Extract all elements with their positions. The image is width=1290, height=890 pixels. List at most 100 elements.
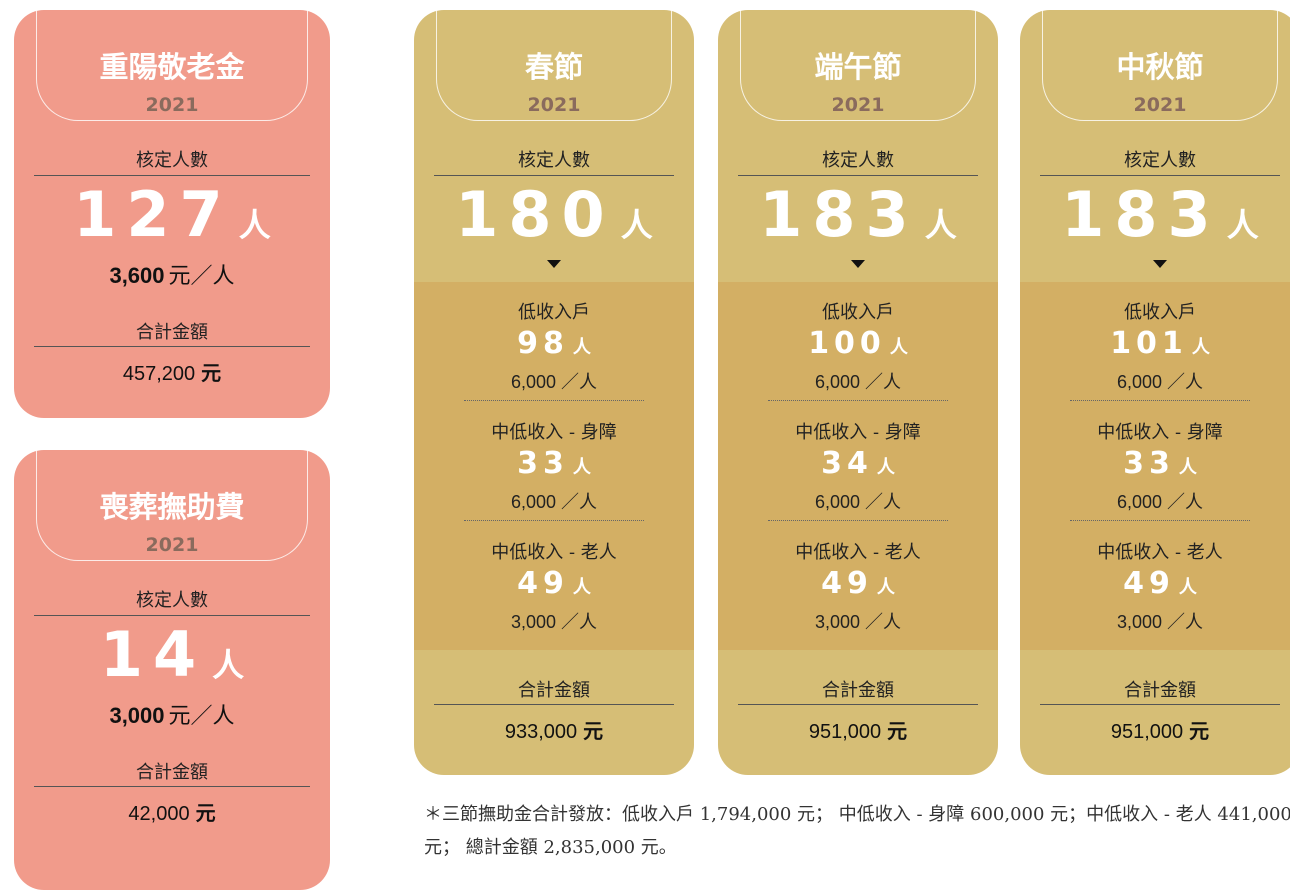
arrow [851, 260, 865, 268]
count-unit: 人 [238, 206, 271, 244]
count-unit: 人 [1226, 206, 1259, 244]
card-title: 重陽敬老金 [99, 50, 245, 84]
group-count-value: 49 [821, 566, 873, 601]
rule [434, 704, 674, 705]
group-rate: 6,000 ／人 [1116, 372, 1204, 392]
count: 183 人 [1020, 184, 1290, 256]
card: 重陽敬老金 2021 核定人數 127 人 3,600 元／人 合計金額 457,200 元 [14, 10, 330, 418]
card: 喪葬撫助費 2021 核定人數 14 人 3,000 元／人 合計金額 42,000 元 [14, 450, 330, 890]
header-frame [740, 10, 976, 121]
total-label: 合計金額 [822, 680, 894, 701]
group-label: 中低收入 - 老人 [491, 542, 617, 563]
card: 春節 2021 核定人數 180 人低收入戶 98 人 6,000 ／人 中低收入 - 身障 33… [414, 10, 694, 775]
group-count: 49 人 [414, 566, 694, 601]
count-label: 核定人數 [822, 150, 894, 171]
group-rate: 6,000 ／人 [1116, 492, 1204, 512]
card: 端午節 2021 核定人數 183 人低收入戶 100 人 6,000 ／人 中低收入 - 身障… [718, 10, 998, 775]
total-unit: 元 [195, 803, 216, 825]
total: 933,000 元 [414, 715, 694, 744]
rule [1040, 175, 1280, 176]
count-label: 核定人數 [136, 590, 208, 611]
total-label: 合計金額 [518, 680, 590, 701]
group-rate: 3,000 ／人 [1116, 612, 1204, 632]
group-rate: 6,000 ／人 [510, 372, 598, 392]
header-frame [1042, 10, 1278, 121]
group-count-unit: 人 [1178, 457, 1197, 478]
total-value: 457,200 [122, 363, 196, 385]
count-label: 核定人數 [136, 150, 208, 171]
total-label: 合計金額 [1124, 680, 1196, 701]
group-band [414, 282, 694, 650]
card-year: 2021 [145, 94, 199, 116]
total-unit: 元 [1189, 721, 1210, 743]
rate-unit: 元／人 [168, 263, 235, 288]
group-count: 34 人 [718, 446, 998, 481]
group-label: 中低收入 - 身障 [491, 422, 617, 443]
group-count-unit: 人 [1178, 577, 1197, 598]
count: 127 人 [14, 184, 330, 256]
group-count-value: 34 [821, 446, 873, 481]
rule [34, 346, 310, 347]
group-count-unit: 人 [572, 577, 591, 598]
group-band [1020, 282, 1290, 650]
group-count: 100 人 [718, 326, 998, 361]
card-title: 端午節 [814, 50, 902, 84]
group-rate: 3,000 ／人 [510, 612, 598, 632]
group-count-value: 98 [517, 326, 569, 361]
arrow [547, 260, 561, 268]
group-label: 低收入戶 [518, 302, 590, 323]
rate-value: 3,600 [109, 263, 165, 288]
card-title: 春節 [524, 50, 583, 84]
count: 180 人 [414, 184, 694, 256]
total-value: 42,000 [128, 803, 190, 825]
total-label: 合計金額 [136, 762, 208, 783]
card: 中秋節 2021 核定人數 183 人低收入戶 101 人 6,000 ／人 中低收入 - 身障… [1020, 10, 1290, 775]
rate-value: 3,000 [109, 703, 165, 728]
count-unit: 人 [924, 206, 957, 244]
group-rate: 6,000 ／人 [814, 492, 902, 512]
group-count-unit: 人 [876, 457, 895, 478]
arrow [1153, 260, 1167, 268]
group-rate: 6,000 ／人 [814, 372, 902, 392]
group-count-unit: 人 [572, 337, 591, 358]
group-label: 低收入戶 [1124, 302, 1196, 323]
rate-unit: 元／人 [168, 703, 235, 728]
card-title: 喪葬撫助費 [99, 490, 245, 524]
card-year: 2021 [527, 94, 581, 116]
group-rate: 3,000 ／人 [814, 612, 902, 632]
header-frame [436, 10, 672, 121]
count-value: 127 [73, 178, 233, 251]
group-count-value: 100 [808, 326, 886, 361]
rule [34, 615, 310, 616]
group-count-value: 101 [1110, 326, 1188, 361]
rate: 3,000 元／人 [14, 698, 330, 730]
group-label: 中低收入 - 老人 [795, 542, 921, 563]
divider [464, 520, 644, 521]
rule [434, 175, 674, 176]
rate: 3,600 元／人 [14, 258, 330, 290]
group-count: 49 人 [718, 566, 998, 601]
card-year: 2021 [145, 534, 199, 556]
group-label: 中低收入 - 身障 [795, 422, 921, 443]
count-unit: 人 [620, 206, 653, 244]
divider [464, 400, 644, 401]
count: 183 人 [718, 184, 998, 256]
group-count-unit: 人 [889, 337, 908, 358]
rule [34, 175, 310, 176]
header-frame [36, 10, 308, 121]
total-unit: 元 [887, 721, 908, 743]
card-year: 2021 [1133, 94, 1187, 116]
group-label: 中低收入 - 老人 [1097, 542, 1223, 563]
rule [34, 786, 310, 787]
count-value: 180 [455, 178, 615, 251]
group-count-value: 33 [1123, 446, 1175, 481]
page: ＊三節撫助金合計發放：低收入戶 1,794,000 元； 中低收入 - 身障 6… [14, 10, 1290, 890]
total-value: 933,000 [504, 721, 578, 743]
group-label: 低收入戶 [822, 302, 894, 323]
group-count: 33 人 [1020, 446, 1290, 481]
total-label: 合計金額 [136, 322, 208, 343]
rule [738, 175, 978, 176]
group-label: 中低收入 - 身障 [1097, 422, 1223, 443]
group-count-value: 33 [517, 446, 569, 481]
group-count: 49 人 [1020, 566, 1290, 601]
